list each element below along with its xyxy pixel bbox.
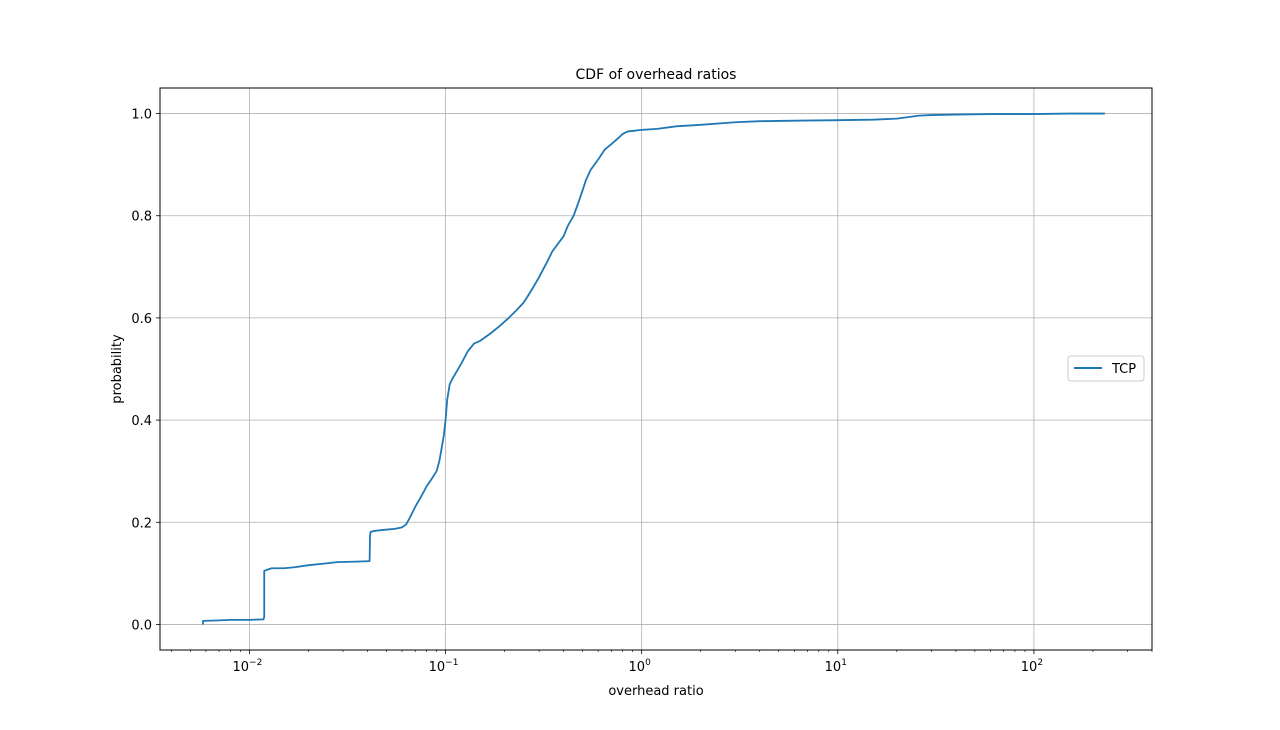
x-axis-ticks: 10−2 10−1 100 101 102 [171, 650, 1153, 675]
legend-box [1067, 355, 1145, 382]
x-tick-label: 102 [1021, 658, 1043, 675]
x-tick-label: 101 [825, 658, 847, 675]
x-tick-label: 10−2 [233, 658, 263, 675]
series-line-tcp [202, 112, 1105, 625]
legend: TCP [1067, 355, 1145, 382]
chart-title: CDF of overhead ratios [576, 67, 737, 83]
legend-label: TCP [1111, 362, 1136, 377]
y-tick-label: 1.0 [131, 108, 152, 123]
plot-area-frame [159, 87, 1153, 651]
y-tick-label: 0.8 [131, 210, 152, 225]
y-axis-ticks: 0.0 0.2 0.4 0.6 0.8 1.0 [131, 108, 160, 633]
y-tick-label: 0.4 [131, 414, 152, 429]
y-tick-label: 0.0 [131, 618, 152, 633]
x-axis-label: overhead ratio [608, 684, 703, 699]
y-tick-label: 0.6 [131, 312, 152, 327]
x-tick-label: 10−1 [429, 658, 459, 675]
y-axis-label: probability [110, 334, 125, 404]
y-tick-label: 0.2 [131, 516, 152, 531]
series-layer [202, 112, 1105, 625]
x-tick-label: 100 [629, 658, 652, 675]
grid-lines [160, 88, 1152, 650]
